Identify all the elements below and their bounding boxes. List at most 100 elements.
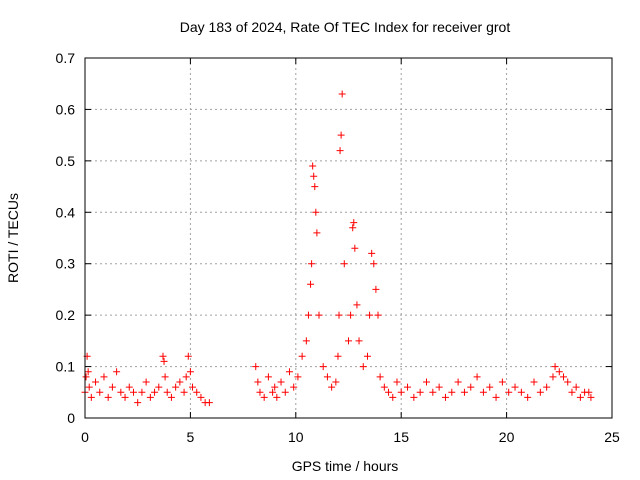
data-point xyxy=(345,337,352,345)
x-tick-label: 20 xyxy=(499,429,515,445)
data-point xyxy=(307,280,315,288)
data-point xyxy=(167,393,175,401)
data-point xyxy=(337,131,345,139)
x-tick-label: 10 xyxy=(288,429,304,445)
data-point xyxy=(313,229,321,237)
data-point xyxy=(380,383,388,391)
grid-lines xyxy=(85,58,612,418)
data-point xyxy=(186,368,194,376)
data-point xyxy=(260,393,268,401)
data-point xyxy=(351,244,359,252)
data-point xyxy=(517,388,525,396)
data-point xyxy=(363,352,371,360)
data-point xyxy=(349,224,357,232)
data-point xyxy=(585,388,593,396)
data-point xyxy=(473,373,481,381)
y-tick-label: 0.4 xyxy=(56,204,76,220)
data-point xyxy=(113,368,121,376)
y-tick-label: 0.2 xyxy=(56,307,76,323)
plot-frame xyxy=(84,57,613,419)
data-point xyxy=(486,383,494,391)
data-point xyxy=(172,383,180,391)
data-point xyxy=(397,388,405,396)
data-point xyxy=(551,363,559,371)
data-point xyxy=(323,373,331,381)
axis-ticks: 0 5 10 15 20 25 0 0.1 0.2 0.3 0.4 0.5 0.6 0.7 xyxy=(56,50,620,445)
data-point xyxy=(587,393,595,401)
data-point xyxy=(410,393,418,401)
data-point xyxy=(555,368,563,376)
data-point xyxy=(302,337,310,345)
data-point xyxy=(416,388,424,396)
data-point xyxy=(117,388,125,396)
data-point xyxy=(340,260,348,268)
data-point xyxy=(530,378,538,386)
data-point xyxy=(441,393,449,401)
data-point xyxy=(84,368,92,376)
data-point xyxy=(359,363,367,371)
data-point xyxy=(308,260,316,268)
data-point xyxy=(92,378,100,386)
data-point xyxy=(160,357,168,365)
chart-title: Day 183 of 2024, Rate Of TEC Index for r… xyxy=(180,19,511,35)
data-point xyxy=(315,311,323,319)
data-point xyxy=(125,383,133,391)
data-point xyxy=(161,373,169,381)
data-point xyxy=(285,368,293,376)
data-point xyxy=(549,373,557,381)
data-point xyxy=(347,311,355,319)
data-point xyxy=(96,388,104,396)
data-point xyxy=(189,383,197,391)
data-point xyxy=(108,383,116,391)
y-tick-label: 0.3 xyxy=(56,256,76,272)
y-axis-label: ROTI / TECUs xyxy=(5,193,21,283)
data-point xyxy=(304,311,312,319)
data-point xyxy=(82,373,90,381)
data-point xyxy=(159,352,167,360)
data-point xyxy=(422,378,430,386)
data-point xyxy=(138,388,146,396)
data-point xyxy=(151,388,159,396)
data-point xyxy=(180,388,188,396)
data-point xyxy=(492,393,500,401)
data-point xyxy=(372,285,380,293)
data-point xyxy=(511,383,519,391)
data-point xyxy=(353,301,361,309)
data-point xyxy=(104,393,112,401)
data-point xyxy=(271,383,279,391)
data-point xyxy=(568,388,576,396)
data-point xyxy=(142,378,150,386)
data-point xyxy=(328,383,336,391)
data-point xyxy=(524,393,532,401)
data-point xyxy=(374,311,382,319)
data-point xyxy=(129,388,137,396)
data-point xyxy=(182,373,190,381)
data-point xyxy=(193,388,201,396)
data-point xyxy=(311,183,319,191)
x-tick-label: 0 xyxy=(81,429,89,445)
data-point xyxy=(560,373,568,381)
data-point xyxy=(252,363,260,371)
y-tick-label: 0 xyxy=(67,410,75,426)
data-point xyxy=(146,393,154,401)
data-point xyxy=(543,383,551,391)
data-point xyxy=(338,90,346,98)
data-point xyxy=(389,393,397,401)
data-point xyxy=(121,393,129,401)
data-point xyxy=(176,378,184,386)
data-point xyxy=(385,388,393,396)
data-point xyxy=(376,373,384,381)
data-point xyxy=(370,260,378,268)
data-point xyxy=(479,388,487,396)
data-point xyxy=(335,311,343,319)
data-point xyxy=(467,383,475,391)
y-tick-label: 0.1 xyxy=(56,359,76,375)
x-tick-label: 25 xyxy=(604,429,620,445)
data-point xyxy=(368,249,376,257)
data-point xyxy=(264,373,272,381)
data-point xyxy=(310,172,318,180)
data-point xyxy=(576,393,584,401)
data-point xyxy=(332,378,340,386)
y-tick-label: 0.7 xyxy=(56,50,76,66)
